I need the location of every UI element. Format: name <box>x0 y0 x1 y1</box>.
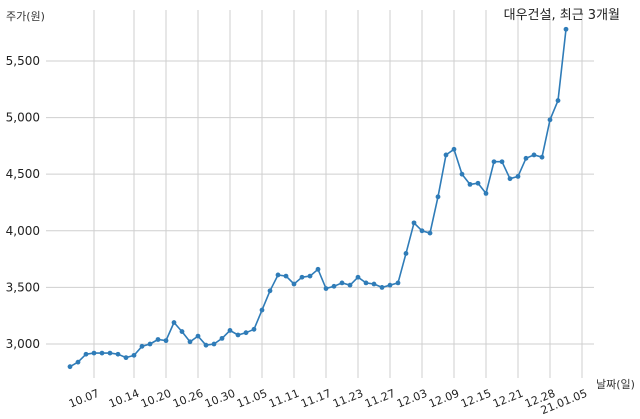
data-point <box>259 307 265 313</box>
data-point <box>251 326 257 332</box>
data-point <box>411 220 417 226</box>
x-tick-label: 12.15 <box>459 387 493 411</box>
data-point <box>107 350 113 356</box>
data-point <box>243 330 249 336</box>
data-point <box>459 171 465 177</box>
x-tick-label: 11.17 <box>299 387 333 411</box>
data-point <box>515 174 521 179</box>
x-tick-label: 10.07 <box>67 387 101 411</box>
data-point <box>115 351 121 357</box>
data-point <box>267 288 273 294</box>
data-point <box>547 117 553 123</box>
x-tick-label: 12.21 <box>491 387 525 411</box>
data-point <box>315 266 321 272</box>
series-line <box>69 29 567 368</box>
chart-title: 대우건설, 최근 3개월 <box>503 8 620 23</box>
data-point <box>443 152 449 158</box>
data-point <box>523 155 529 161</box>
data-point <box>395 280 401 286</box>
data-point <box>379 285 385 290</box>
price-series <box>67 26 569 370</box>
data-point <box>299 274 305 280</box>
data-point <box>427 230 433 236</box>
data-point <box>339 280 345 286</box>
data-point <box>99 350 105 356</box>
data-point <box>403 251 409 256</box>
x-tick-label: 11.23 <box>331 387 365 411</box>
y-tick-label: 3,000 <box>6 337 40 351</box>
x-tick-label: 11.11 <box>267 387 301 411</box>
data-point <box>483 191 489 196</box>
data-point <box>371 281 377 287</box>
data-point <box>227 328 233 333</box>
data-point <box>91 350 97 356</box>
x-tick-label: 10.20 <box>139 387 173 411</box>
data-point <box>467 181 473 187</box>
data-point <box>123 355 129 361</box>
x-tick-label: 12.03 <box>395 387 429 411</box>
y-tick-label: 5,000 <box>6 111 40 125</box>
data-point <box>235 332 241 338</box>
data-point <box>331 283 337 289</box>
y-tick-label: 3,500 <box>6 280 40 294</box>
data-point <box>275 272 281 278</box>
data-point <box>347 282 353 288</box>
data-point <box>363 280 369 286</box>
data-point <box>435 194 441 200</box>
data-point <box>475 180 481 186</box>
data-point <box>563 26 569 32</box>
data-point <box>451 146 457 152</box>
data-point <box>555 98 561 103</box>
data-point <box>219 335 225 341</box>
data-point <box>203 342 209 348</box>
data-point <box>323 286 329 291</box>
data-point <box>507 176 513 182</box>
data-point <box>155 337 161 342</box>
data-point <box>83 351 89 357</box>
data-point <box>307 273 313 279</box>
data-point <box>163 338 169 344</box>
data-point <box>195 333 201 339</box>
data-point <box>491 159 497 165</box>
y-tick-label: 5,500 <box>6 54 40 68</box>
data-point <box>75 359 81 365</box>
y-tick-label: 4,500 <box>6 167 40 181</box>
axes: 3,000 3,500 4,000 4,500 5,000 5,500 10.07 10.14… <box>6 54 589 417</box>
data-point <box>187 339 193 345</box>
x-tick-label: 10.30 <box>203 387 237 411</box>
data-point <box>171 320 177 325</box>
x-tick-label: 10.14 <box>107 387 141 411</box>
y-tick-label: 4,000 <box>6 224 40 238</box>
x-axis-label: 날짜(일) <box>596 378 635 391</box>
data-point <box>139 343 145 349</box>
grid-lines <box>46 10 594 378</box>
data-point <box>179 329 185 334</box>
data-point <box>283 273 289 279</box>
data-point <box>211 341 217 347</box>
x-tick-label: 11.05 <box>235 387 269 411</box>
data-point <box>147 341 153 347</box>
data-point <box>419 228 425 234</box>
data-point <box>67 364 73 370</box>
data-point <box>499 159 505 165</box>
data-point <box>131 352 137 358</box>
data-point <box>387 282 393 288</box>
data-point <box>539 154 545 160</box>
data-point <box>355 274 361 280</box>
data-point <box>291 281 297 287</box>
x-tick-label: 11.27 <box>363 387 397 411</box>
y-axis-label: 주가(원) <box>6 10 45 23</box>
data-point <box>531 152 537 158</box>
x-tick-label: 10.26 <box>171 387 205 411</box>
x-tick-label: 12.09 <box>427 387 461 411</box>
